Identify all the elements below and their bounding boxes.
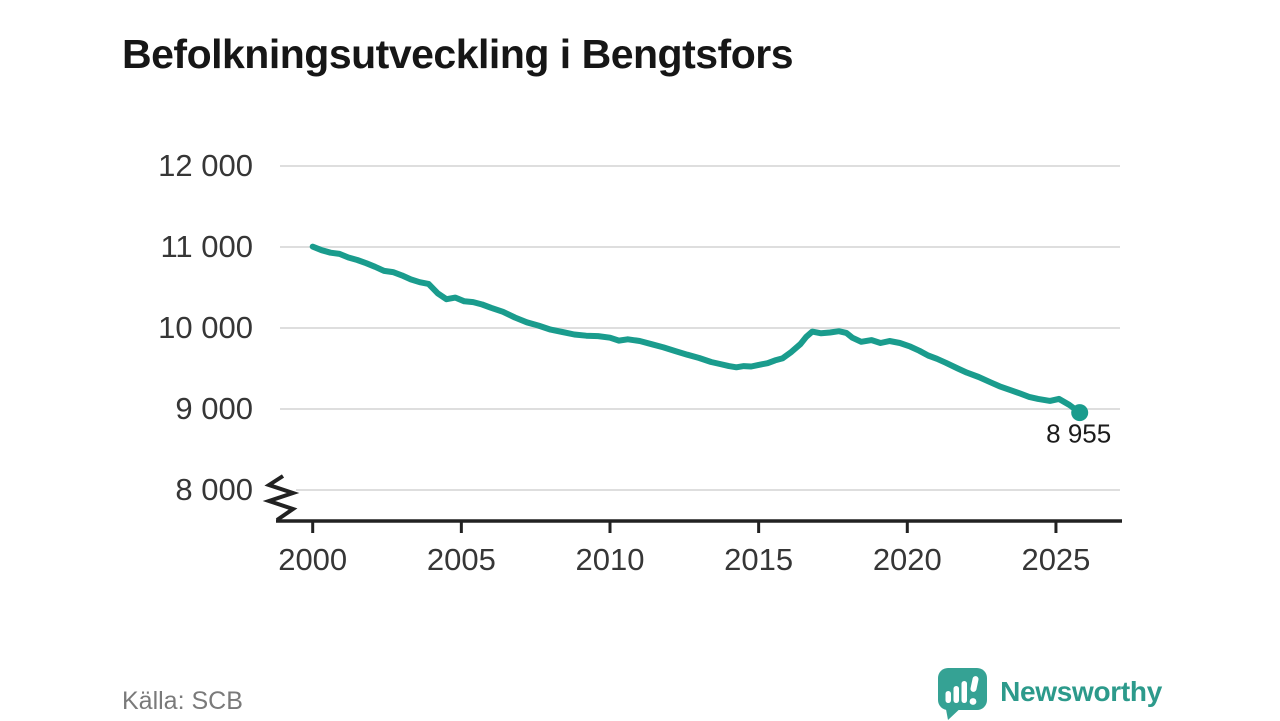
y-tick-label: 10 000	[158, 310, 253, 345]
y-tick-label: 9 000	[175, 391, 253, 426]
x-tick-label: 2005	[427, 542, 496, 577]
x-axis: 2000 2005 2010 2015 2020 2025	[276, 519, 1122, 577]
newsworthy-logo: Newsworthy	[934, 663, 1162, 721]
speech-bubble-tail	[945, 704, 966, 720]
axis-break-icon	[262, 474, 300, 522]
chart-title: Befolkningsutveckling i Bengtsfors	[122, 31, 794, 78]
x-tick-label: 2025	[1021, 542, 1090, 577]
y-tick-label: 12 000	[158, 148, 253, 183]
end-value-label: 8 955	[1046, 419, 1111, 449]
y-axis-labels: 8 000 9 000 10 000 11 000 12 000	[158, 148, 253, 507]
x-tick-label: 2015	[724, 542, 793, 577]
x-tick-label: 2020	[873, 542, 942, 577]
end-point-dot	[1071, 404, 1089, 422]
source-label: Källa: SCB	[122, 687, 243, 715]
y-tick-label: 11 000	[160, 229, 253, 264]
exclamation-icon	[969, 676, 979, 705]
gridlines	[280, 165, 1120, 491]
x-tick-label: 2010	[576, 542, 645, 577]
newsworthy-bar-chart-speech-bubble-icon	[938, 668, 988, 720]
bar-chart-icon	[945, 681, 968, 703]
newsworthy-wordmark: Newsworthy	[1000, 676, 1162, 707]
population-line	[309, 243, 1083, 416]
y-tick-label: 8 000	[175, 472, 253, 507]
x-tick-label: 2000	[278, 542, 347, 577]
